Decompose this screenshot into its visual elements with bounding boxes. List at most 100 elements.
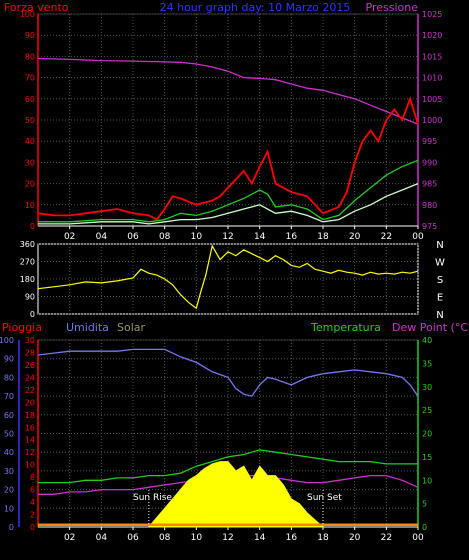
compass-label: N	[436, 310, 443, 321]
humidity-y-tick-label: 28	[25, 348, 35, 357]
wind-y-tick-label: 80	[25, 52, 35, 61]
humidity-x-tick-label: 06	[127, 533, 139, 543]
temperature-y-tick-label: 15	[422, 453, 432, 462]
rain-y-tick-label: 70	[4, 392, 14, 401]
pressure-y-tick-label: 1000	[422, 116, 442, 125]
humidity-y-tick-label: 6	[30, 486, 35, 495]
wind-x-tick-label: 14	[254, 232, 266, 242]
pressure-y-tick-label: 1020	[422, 31, 442, 40]
humidity-y-tick-label: 12	[25, 448, 35, 457]
humidity-x-tick-label: 10	[191, 533, 203, 543]
humidity-axis-label: Umidita	[66, 321, 109, 334]
humidity-x-tick-label: 20	[349, 533, 361, 543]
temperature-y-tick-label: 40	[422, 336, 432, 345]
wind-y-tick-label: 70	[25, 74, 35, 83]
rain-y-tick-label: 40	[4, 448, 14, 457]
humidity-x-tick-label: 16	[286, 533, 298, 543]
rain-y-tick-label: 50	[4, 430, 14, 439]
humidity-y-tick-label: 2	[30, 511, 35, 520]
wind-y-tick-label: 30	[25, 158, 35, 167]
humidity-x-tick-label: 00	[412, 533, 424, 543]
pressure-y-tick-label: 1015	[422, 52, 442, 61]
rain-y-tick-label: 30	[4, 467, 14, 476]
rain-y-tick-label: 80	[4, 373, 14, 382]
direction-y-tick-label: 180	[20, 275, 35, 284]
wind-y-tick-label: 90	[25, 31, 35, 40]
wind-series-1	[37, 96, 419, 221]
humidity-y-tick-label: 16	[25, 423, 35, 432]
pressure-y-tick-label: 980	[422, 201, 437, 210]
wind-y-tick-label: 10	[25, 201, 35, 210]
wind-y-tick-label: 0	[30, 222, 35, 231]
humidity-x-tick-label: 18	[317, 533, 329, 543]
wind-x-tick-label: 02	[64, 232, 75, 242]
solar-axis-label: Solar	[117, 321, 146, 334]
direction-y-tick-label: 270	[20, 258, 35, 267]
humidity-y-tick-label: 14	[25, 436, 35, 445]
temperature-y-tick-label: 35	[422, 359, 432, 368]
rain-axis-label: Pioggia	[2, 321, 42, 334]
sun-set-label: Sun Set	[307, 493, 342, 503]
rain-y-tick-label: 90	[4, 355, 14, 364]
humidity-x-tick-label: 04	[96, 533, 108, 543]
wind-x-tick-label: 20	[349, 232, 361, 242]
wind-series-3	[38, 182, 419, 225]
solar-area	[147, 461, 325, 528]
humidity-y-tick-label: 20	[25, 398, 35, 407]
humidity-y-tick-label: 22	[25, 386, 35, 395]
temperature-y-tick-label: 0	[422, 523, 427, 532]
humidity-x-tick-label: 02	[64, 533, 75, 543]
pressure-axis-label: Pressione	[366, 1, 419, 14]
pressure-y-tick-label: 985	[422, 180, 437, 189]
rain-y-tick-label: 0	[9, 523, 14, 532]
humidity-y-tick-label: 8	[30, 473, 35, 482]
compass-label: E	[437, 293, 443, 304]
direction-y-tick-label: 90	[25, 293, 35, 302]
wind-x-tick-label: 12	[222, 232, 233, 242]
humidity-y-tick-label: 24	[25, 373, 35, 382]
wind-axis-label: Forza vento	[4, 1, 69, 14]
compass-label: N	[436, 240, 443, 251]
compass-label: S	[437, 275, 443, 286]
chart-title: 24 hour graph day: 10 Marzo 2015	[160, 1, 351, 14]
humidity-series-0	[37, 348, 419, 397]
direction-series-0	[37, 244, 419, 310]
humidity-y-tick-label: 0	[30, 523, 35, 532]
temperature-y-tick-label: 10	[422, 476, 432, 485]
pressure-y-tick-label: 1005	[422, 95, 442, 104]
direction-y-tick-label: 0	[30, 310, 35, 319]
pressure-y-tick-label: 990	[422, 158, 437, 167]
wind-x-tick-label: 04	[96, 232, 108, 242]
temperature-axis-label: Temperatura	[310, 321, 381, 334]
temperature-y-tick-label: 25	[422, 406, 432, 415]
compass-label: W	[435, 258, 445, 269]
wind-series-2	[38, 159, 419, 223]
wind-y-tick-label: 20	[25, 180, 35, 189]
humidity-series-1	[38, 449, 418, 484]
humidity-y-tick-label: 26	[25, 361, 35, 370]
wind-x-tick-label: 10	[191, 232, 203, 242]
humidity-y-tick-label: 4	[30, 498, 35, 507]
wind-x-tick-label: 06	[127, 232, 139, 242]
wind-x-tick-label: 18	[317, 232, 329, 242]
sun-rise-label: Sun Rise	[133, 493, 172, 503]
pressure-y-tick-label: 1010	[422, 74, 442, 83]
rain-y-tick-label: 20	[4, 486, 14, 495]
wind-x-tick-label: 08	[159, 232, 171, 242]
humidity-x-tick-label: 08	[159, 533, 171, 543]
temperature-y-tick-label: 30	[422, 383, 432, 392]
humidity-y-tick-label: 30	[25, 336, 35, 345]
wind-x-tick-label: 16	[286, 232, 298, 242]
wind-x-tick-label: 00	[412, 232, 424, 242]
humidity-y-tick-label: 10	[25, 461, 35, 470]
pressure-y-tick-label: 975	[422, 222, 437, 231]
pressure-y-tick-label: 1025	[422, 10, 442, 19]
humidity-y-tick-label: 18	[25, 411, 35, 420]
rain-y-tick-label: 10	[4, 504, 14, 513]
wind-y-tick-label: 50	[25, 116, 35, 125]
direction-y-tick-label: 360	[20, 240, 35, 249]
temperature-y-tick-label: 5	[422, 500, 427, 509]
humidity-x-tick-label: 22	[381, 533, 392, 543]
